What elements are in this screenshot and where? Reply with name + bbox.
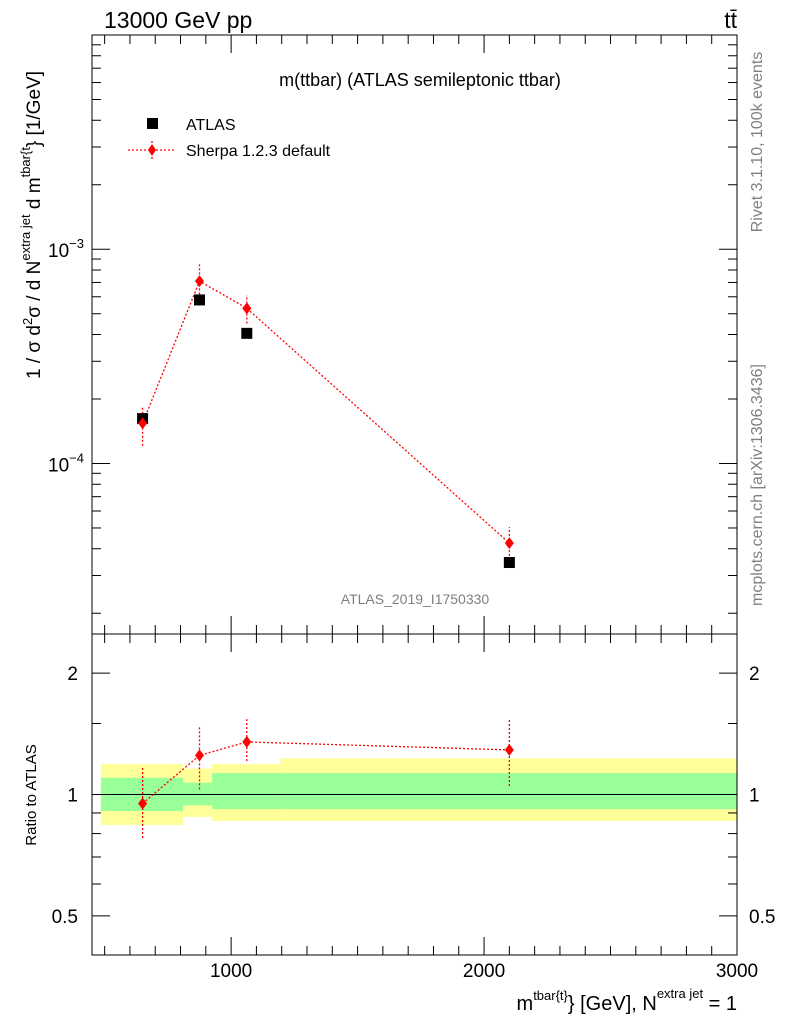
main-series-1-point-1 bbox=[195, 275, 204, 288]
ratio-series-0-point-3 bbox=[504, 743, 514, 756]
main-axes: 10−3 10−4 bbox=[48, 34, 738, 635]
ratio-band-green-3 bbox=[280, 773, 737, 810]
main-series-1-point-2 bbox=[242, 302, 252, 315]
x-tick-label-2: 3000 bbox=[716, 961, 758, 982]
ratio-markers bbox=[138, 735, 514, 810]
x-axis-label-mid: } [GeV], N bbox=[568, 993, 657, 1015]
ratio-axes: 1000 2000 3000 2 2 1 1 0.5 0.5 bbox=[52, 633, 775, 982]
legend-sherpa-marker bbox=[148, 144, 156, 156]
ratio-ytick-label-right-0: 2 bbox=[749, 664, 760, 685]
x-axis-label-sup2: extra jet bbox=[657, 986, 704, 1001]
main-y-axis-label-text: 1 / σ d2σ / d Nextra jet d mtbar{t} [1/G… bbox=[18, 71, 45, 379]
rivet-version-label: Rivet 3.1.10, 100k events bbox=[749, 52, 766, 233]
legend-atlas-marker bbox=[147, 118, 158, 129]
main-error-bars bbox=[141, 264, 511, 560]
main-ytick-label-0: 10−3 bbox=[48, 236, 84, 262]
main-series-0-point-1 bbox=[194, 294, 205, 306]
main-series-0-point-3 bbox=[503, 557, 515, 569]
ratio-y-axis-label: Ratio to ATLAS bbox=[23, 744, 40, 845]
x-axis-label: mtbar{t}} [GeV], Nextra jet = 1 bbox=[517, 986, 737, 1015]
ratio-series-0-point-1 bbox=[195, 749, 204, 762]
ratio-band-green-1 bbox=[183, 782, 213, 806]
main-ytick-label-1: 10−4 bbox=[48, 450, 84, 476]
main-y-axis-label: 1 / σ d2σ / d Nextra jet d mtbar{t} [1/G… bbox=[18, 71, 45, 379]
ratio-series-0-line bbox=[142, 741, 510, 804]
main-series-1-point-3 bbox=[504, 537, 514, 550]
legend-atlas-label: ATLAS bbox=[186, 117, 236, 134]
x-axis-label-sup: tbar{t} bbox=[533, 988, 568, 1003]
main-plot-title: m(ttbar) (ATLAS semileptonic ttbar) bbox=[279, 70, 561, 90]
main-series-1-line bbox=[141, 280, 510, 544]
legend: ATLAS Sherpa 1.2.3 default bbox=[128, 117, 331, 160]
main-series-1-point-0 bbox=[138, 417, 148, 430]
ratio-uncertainty-bands bbox=[92, 758, 737, 826]
main-markers bbox=[137, 275, 515, 569]
x-axis-label-main: m bbox=[517, 993, 534, 1015]
header-collision-label: 13000 GeV pp bbox=[104, 7, 252, 33]
ratio-series-lines bbox=[142, 741, 510, 804]
analysis-watermark: ATLAS_2019_I1750330 bbox=[341, 591, 490, 607]
ratio-ytick-label-0: 2 bbox=[67, 664, 78, 685]
x-tick-label-0: 1000 bbox=[210, 961, 252, 982]
ratio-series-0-point-2 bbox=[242, 735, 252, 748]
ratio-ytick-label-right-1: 1 bbox=[749, 786, 760, 807]
main-series-0-point-2 bbox=[241, 327, 253, 339]
legend-sherpa-label: Sherpa 1.2.3 default bbox=[186, 143, 331, 160]
x-tick-label-1: 2000 bbox=[463, 961, 505, 982]
main-series-lines bbox=[141, 280, 510, 544]
header-process-label: tt̄ bbox=[724, 7, 737, 33]
ratio-series-0-point-0 bbox=[138, 797, 148, 810]
ratio-ytick-label-2: 0.5 bbox=[52, 907, 78, 928]
ratio-band-green-2 bbox=[212, 773, 281, 810]
ratio-ytick-label-1: 1 bbox=[67, 786, 78, 807]
ratio-ytick-label-right-2: 0.5 bbox=[749, 907, 775, 928]
x-axis-label-end: = 1 bbox=[703, 993, 737, 1015]
mcplots-label: mcplots.cern.ch [arXiv:1306.3436] bbox=[749, 364, 766, 606]
